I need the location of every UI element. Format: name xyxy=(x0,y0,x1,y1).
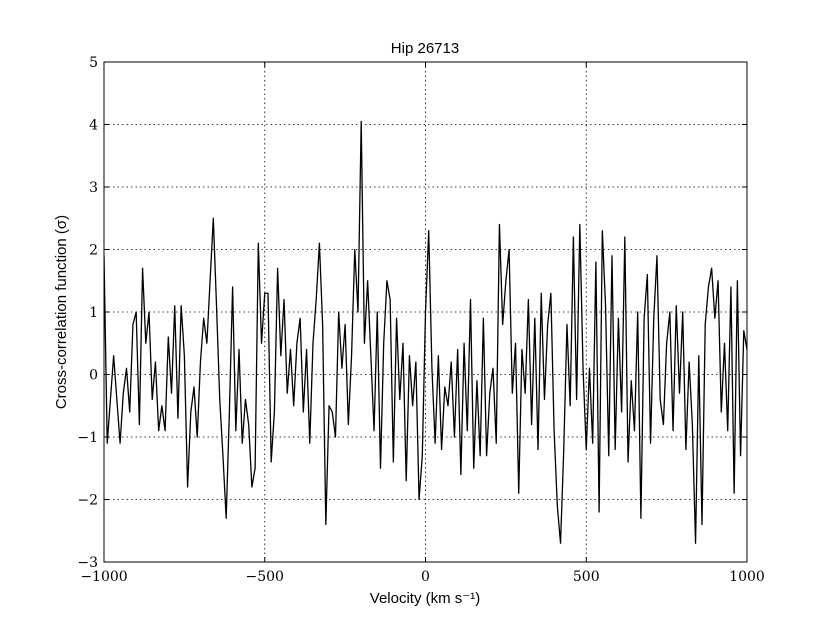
x-tick-label: −1000 xyxy=(80,569,127,585)
y-tick-label: 5 xyxy=(89,55,98,71)
x-tick-label: −500 xyxy=(246,569,284,585)
y-tick-label: −2 xyxy=(77,493,98,509)
plot-frame xyxy=(103,61,748,563)
y-axis-label: Cross-correlation function (σ) xyxy=(53,215,70,409)
y-tick-label: −3 xyxy=(77,555,98,571)
y-tick-label: 3 xyxy=(89,180,98,196)
y-tick-label: 2 xyxy=(89,243,98,259)
y-tick-label: 4 xyxy=(89,118,98,134)
x-axis-label: Velocity (km s⁻¹) xyxy=(370,590,480,607)
x-tick-label: 1000 xyxy=(729,569,765,585)
data-line xyxy=(104,120,747,544)
y-tick-label: 0 xyxy=(89,368,98,384)
y-tick-label: −1 xyxy=(77,430,98,446)
x-tick-label: 500 xyxy=(573,569,600,585)
x-tick-label: 0 xyxy=(421,569,430,585)
chart-title: Hip 26713 xyxy=(391,40,459,57)
y-tick-label: 1 xyxy=(89,305,98,321)
